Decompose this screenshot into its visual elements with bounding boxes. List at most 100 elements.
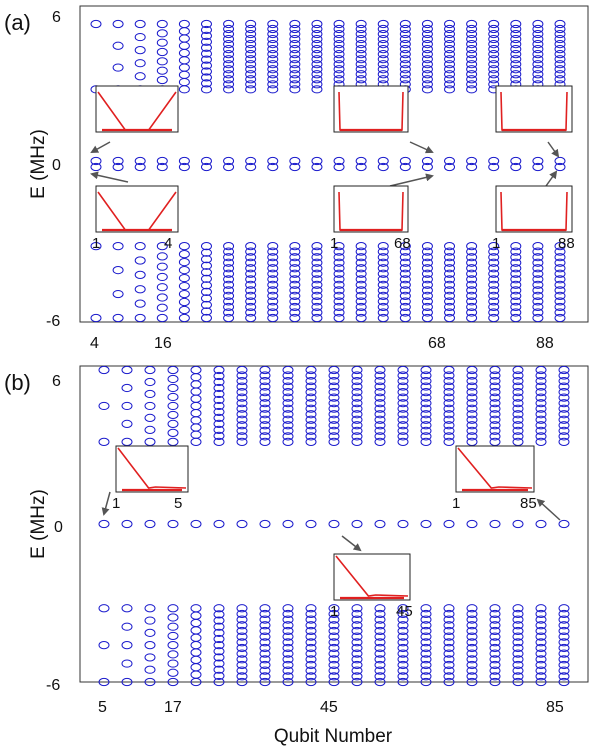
data-point xyxy=(289,29,301,39)
data-point xyxy=(259,432,271,441)
data-point xyxy=(305,382,317,391)
inset-curve xyxy=(457,447,533,489)
data-point xyxy=(420,666,432,675)
data-point xyxy=(535,437,547,446)
data-point xyxy=(421,85,433,94)
data-point xyxy=(466,632,478,641)
zero-mode-point xyxy=(333,156,345,166)
data-point xyxy=(289,34,301,44)
data-point xyxy=(489,666,501,675)
data-point xyxy=(489,404,501,413)
arrow xyxy=(90,141,111,153)
arrow xyxy=(536,498,561,521)
data-point xyxy=(443,404,455,413)
data-point xyxy=(374,382,386,391)
data-point xyxy=(144,628,156,637)
data-point xyxy=(421,313,433,323)
data-point xyxy=(399,264,411,273)
data-point xyxy=(558,437,570,446)
data-point xyxy=(355,50,367,59)
data-point xyxy=(259,643,271,653)
data-point xyxy=(512,638,524,647)
data-point xyxy=(311,291,323,300)
data-point xyxy=(444,247,456,256)
data-point xyxy=(144,401,156,411)
data-point xyxy=(267,40,279,49)
data-point xyxy=(259,371,271,380)
data-point xyxy=(558,677,570,687)
data-point xyxy=(466,382,478,391)
data-point xyxy=(466,258,478,267)
data-point xyxy=(488,258,500,267)
data-point xyxy=(200,268,212,277)
data-point xyxy=(443,638,455,647)
data-point xyxy=(421,19,433,29)
data-point xyxy=(444,242,456,251)
data-point xyxy=(535,410,547,419)
data-point xyxy=(510,297,522,306)
data-point xyxy=(267,75,279,84)
data-point xyxy=(190,641,202,650)
data-point xyxy=(351,415,363,424)
data-point xyxy=(282,615,294,624)
data-point xyxy=(213,431,225,440)
data-point xyxy=(420,609,432,619)
data-point xyxy=(167,437,179,446)
data-point xyxy=(98,401,110,411)
panel-b-ytick-bottom: -6 xyxy=(46,677,60,694)
data-point xyxy=(421,280,433,289)
data-point xyxy=(420,393,432,402)
data-point xyxy=(489,621,501,630)
data-point xyxy=(510,75,522,84)
zero-mode-point xyxy=(134,162,146,172)
data-point xyxy=(444,297,456,306)
zero-mode-point xyxy=(397,519,409,529)
data-point xyxy=(223,264,235,273)
data-point xyxy=(512,632,524,641)
data-point xyxy=(333,291,345,300)
panel-b-ylabel: E (MHz) xyxy=(28,489,49,559)
data-point xyxy=(444,275,456,284)
data-point xyxy=(245,258,257,267)
data-point xyxy=(489,371,501,380)
data-point xyxy=(112,63,124,72)
data-point xyxy=(374,643,386,653)
data-point xyxy=(134,270,146,279)
data-point xyxy=(90,19,102,29)
data-point xyxy=(355,308,367,317)
data-point xyxy=(399,253,411,262)
data-point xyxy=(532,308,544,317)
data-point xyxy=(512,672,524,681)
data-point xyxy=(488,24,500,34)
data-point xyxy=(178,63,190,72)
data-point xyxy=(489,388,501,397)
data-point xyxy=(443,432,455,441)
data-point xyxy=(236,677,248,687)
data-point xyxy=(259,626,271,636)
data-point xyxy=(355,269,367,278)
data-point xyxy=(377,302,389,312)
data-point xyxy=(259,672,271,681)
zero-mode-point xyxy=(377,156,389,166)
data-point xyxy=(311,40,323,49)
data-point xyxy=(397,626,409,636)
data-point xyxy=(267,302,279,312)
data-point xyxy=(489,415,501,424)
data-point xyxy=(489,399,501,408)
data-point xyxy=(134,72,146,81)
inset-45-lower: 1 45 xyxy=(330,553,413,620)
data-point xyxy=(167,374,179,384)
arrow xyxy=(547,141,560,158)
data-point xyxy=(213,647,225,656)
data-point xyxy=(267,247,279,256)
data-point xyxy=(156,272,168,282)
data-point xyxy=(305,371,317,380)
data-point xyxy=(144,677,156,687)
data-point xyxy=(377,70,389,79)
data-point xyxy=(489,672,501,681)
data-point xyxy=(259,615,271,624)
data-point xyxy=(488,264,500,273)
data-point xyxy=(144,413,156,423)
data-point xyxy=(245,70,257,79)
